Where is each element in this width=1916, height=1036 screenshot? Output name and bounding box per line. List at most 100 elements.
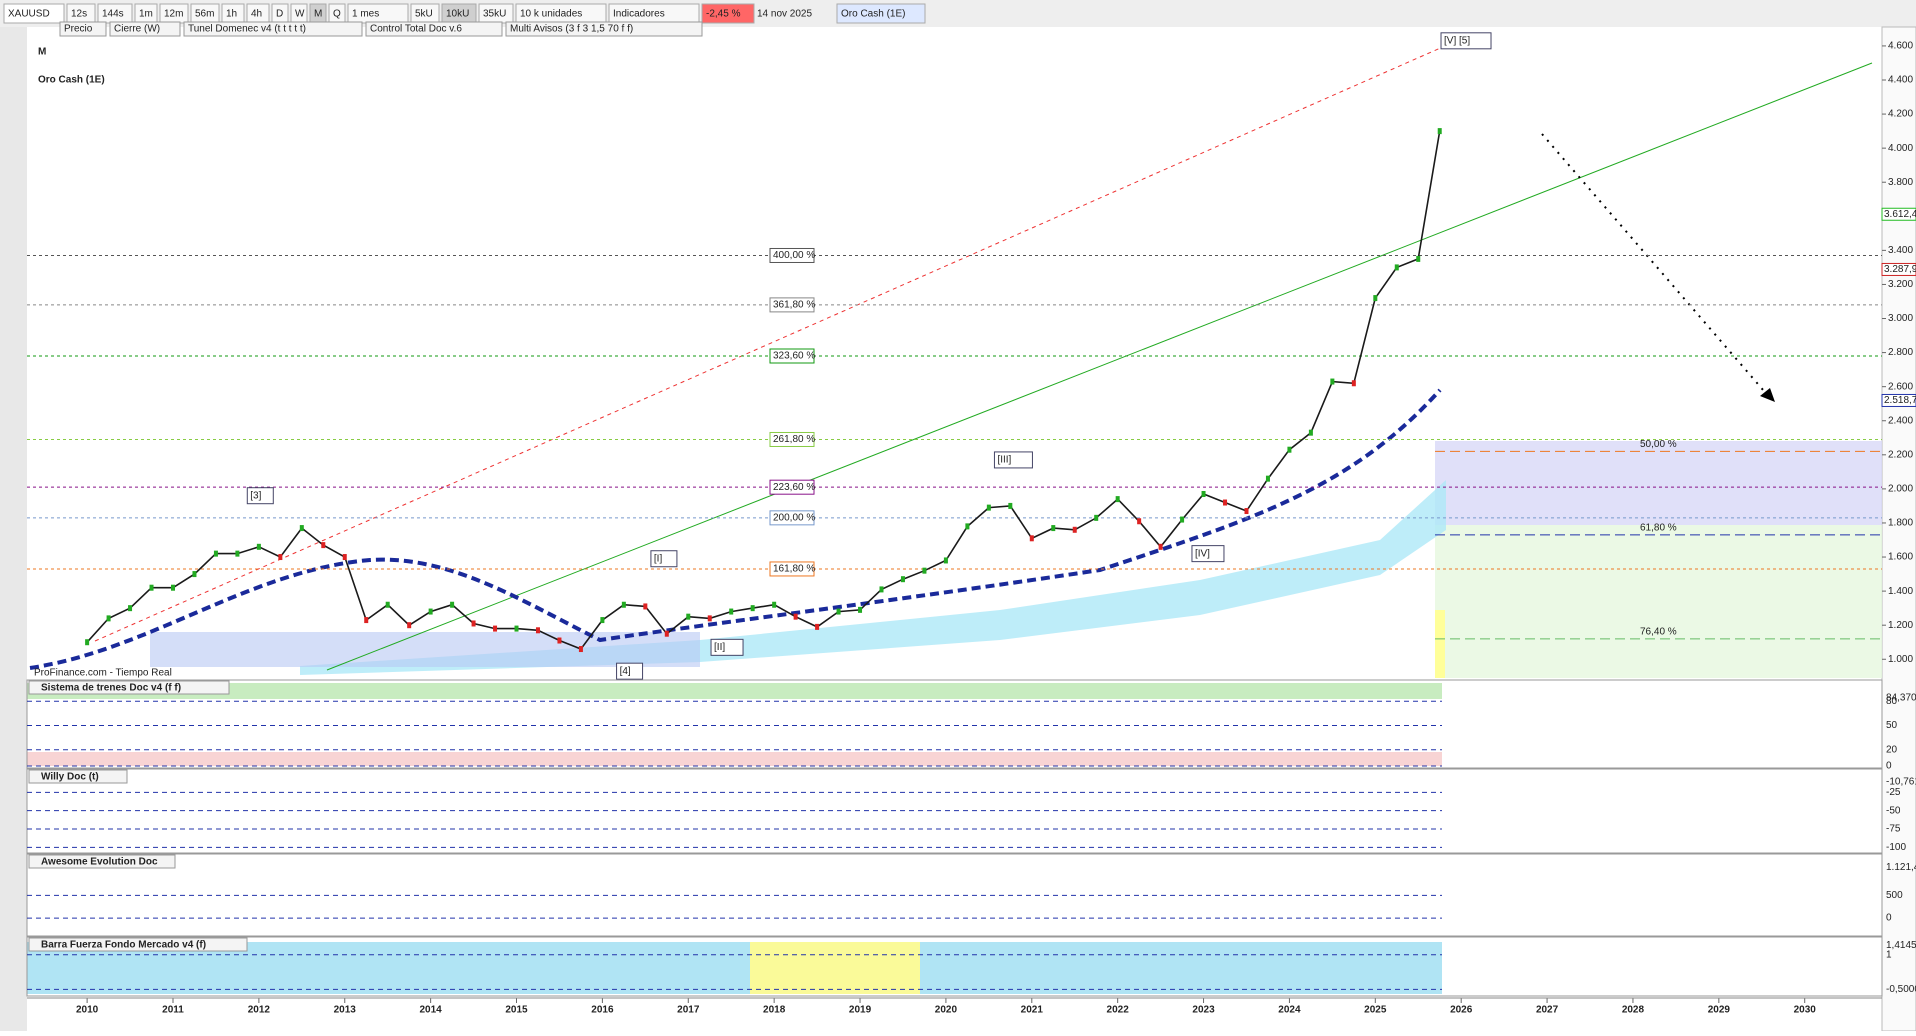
price-point bbox=[1287, 446, 1292, 453]
y-tick-label: 4.200 bbox=[1888, 109, 1913, 120]
arrow-head bbox=[1760, 388, 1775, 402]
price-point bbox=[342, 554, 347, 561]
x-tick-label: 2019 bbox=[849, 1005, 872, 1016]
legend-chip[interactable] bbox=[505, 21, 703, 37]
price-point bbox=[149, 584, 154, 591]
y-tick-label: 2.600 bbox=[1888, 381, 1913, 392]
sistema-top-band bbox=[27, 683, 1442, 699]
panel-header[interactable] bbox=[28, 937, 248, 952]
price-point bbox=[578, 646, 583, 653]
timeframe-button[interactable]: 56m bbox=[195, 9, 214, 20]
barra-yellow bbox=[750, 942, 920, 994]
fib-label: 361,80 % bbox=[773, 300, 815, 311]
price-tag bbox=[1881, 207, 1916, 221]
price-point bbox=[514, 625, 519, 632]
timeframe-button[interactable]: D bbox=[276, 9, 283, 20]
y-tick-label: 3.800 bbox=[1888, 177, 1913, 188]
panel-tick-label: -10,761 bbox=[1886, 777, 1916, 788]
instrument-tab-box[interactable] bbox=[836, 3, 926, 24]
timeframe-button[interactable]: M bbox=[314, 9, 322, 20]
timeframe-button[interactable]: 12m bbox=[164, 9, 183, 20]
panel-header[interactable] bbox=[28, 854, 176, 869]
panel-name[interactable]: Willy Doc (t) bbox=[41, 772, 99, 783]
wave-box bbox=[616, 662, 644, 680]
period-select[interactable]: 1 mes bbox=[352, 9, 379, 20]
fib-label-box bbox=[769, 431, 815, 447]
legend-chip[interactable] bbox=[365, 21, 503, 37]
projection-arrow bbox=[1541, 133, 1771, 399]
cloud-band bbox=[300, 480, 1446, 675]
legend-item[interactable]: Control Total Doc v.6 bbox=[370, 24, 462, 35]
y-tick-label: 2.200 bbox=[1888, 449, 1913, 460]
legend-chip[interactable] bbox=[183, 21, 363, 37]
price-point bbox=[1051, 525, 1056, 532]
price-point bbox=[1008, 502, 1013, 509]
units-button[interactable]: 5kU bbox=[415, 9, 433, 20]
y-tick-label: 4.600 bbox=[1888, 41, 1913, 52]
panel-name[interactable]: Sistema de trenes Doc v4 (f f) bbox=[41, 683, 181, 694]
panel-tick-label: 80 bbox=[1886, 696, 1898, 707]
fib-zone-yellow bbox=[1435, 610, 1445, 678]
panel-tick-label: 20 bbox=[1886, 744, 1898, 755]
y-tick-label: 4.000 bbox=[1888, 143, 1913, 154]
legend-chip[interactable] bbox=[109, 21, 181, 37]
timeframe-button[interactable]: 144s bbox=[102, 9, 124, 20]
wave-box bbox=[710, 638, 744, 656]
fib-label-box bbox=[769, 348, 815, 364]
panel-header[interactable] bbox=[28, 680, 230, 695]
change-badge-box[interactable] bbox=[701, 3, 755, 24]
change-badge[interactable]: -2,45 % bbox=[706, 9, 741, 20]
symbol-field-box[interactable] bbox=[3, 3, 65, 24]
panel-frame bbox=[26, 679, 1883, 769]
chart-title: Oro Cash (1E) bbox=[38, 75, 105, 86]
legend-item[interactable]: Cierre (W) bbox=[114, 24, 160, 35]
data-source: ProFinance.com - Tiempo Real bbox=[34, 668, 172, 679]
timeframe-button[interactable]: W bbox=[295, 9, 305, 20]
wave-box bbox=[1440, 32, 1492, 50]
panel-name[interactable]: Awesome Evolution Doc bbox=[41, 857, 158, 868]
wave-box bbox=[1191, 545, 1225, 563]
x-tick-label: 2012 bbox=[248, 1005, 271, 1016]
legend-item[interactable]: Precio bbox=[64, 24, 93, 35]
x-tick-label: 2016 bbox=[591, 1005, 614, 1016]
price-point bbox=[170, 584, 175, 591]
price-point bbox=[686, 613, 691, 620]
x-tick-label: 2015 bbox=[505, 1005, 528, 1016]
timeframe-button[interactable]: 12s bbox=[71, 9, 87, 20]
symbol-field[interactable]: XAUUSD bbox=[8, 9, 50, 20]
indicators-button[interactable]: Indicadores bbox=[613, 9, 665, 20]
fib-zone-purple bbox=[1435, 441, 1882, 525]
price-tag-label: 3.287,9 bbox=[1884, 264, 1916, 275]
legend-item[interactable]: Multi Avisos (3 f 3 1,5 70 f f) bbox=[510, 24, 633, 35]
timeframe-button[interactable]: 1h bbox=[226, 9, 237, 20]
price-point bbox=[407, 622, 412, 629]
panel-header[interactable] bbox=[28, 769, 128, 784]
units-button[interactable]: 35kU bbox=[483, 9, 506, 20]
timeframe-button[interactable]: 4h bbox=[251, 9, 262, 20]
price-point bbox=[493, 625, 498, 632]
units-button[interactable]: 10kU bbox=[446, 9, 469, 20]
y-tick-label: 1.200 bbox=[1888, 620, 1913, 631]
price-point bbox=[192, 571, 197, 578]
price-point bbox=[557, 637, 562, 644]
instrument-tab[interactable]: Oro Cash (1E) bbox=[841, 9, 905, 20]
x-tick-label: 2022 bbox=[1107, 1005, 1130, 1016]
units-select[interactable]: 10 k unidades bbox=[520, 9, 582, 20]
panel-name[interactable]: Barra Fuerza Fondo Mercado v4 (f) bbox=[41, 940, 206, 951]
y-tick-label: 3.000 bbox=[1888, 313, 1913, 324]
legend-item[interactable]: Tunel Domenec v4 (t t t t t) bbox=[188, 24, 306, 35]
price-point bbox=[836, 608, 841, 615]
legend-chip[interactable] bbox=[59, 21, 107, 37]
timeframe-button[interactable]: 1m bbox=[139, 9, 153, 20]
fib-label-box bbox=[769, 297, 815, 313]
price-point bbox=[943, 557, 948, 564]
price-point bbox=[235, 550, 240, 557]
price-point bbox=[621, 601, 626, 608]
price-tag-label: 3.612,4 bbox=[1884, 209, 1916, 220]
price-tag bbox=[1881, 262, 1916, 276]
panel-tick-label: 0 bbox=[1886, 761, 1892, 772]
price-point bbox=[213, 550, 218, 557]
x-tick-label: 2026 bbox=[1450, 1005, 1473, 1016]
timeframe-button[interactable]: Q bbox=[333, 9, 341, 20]
